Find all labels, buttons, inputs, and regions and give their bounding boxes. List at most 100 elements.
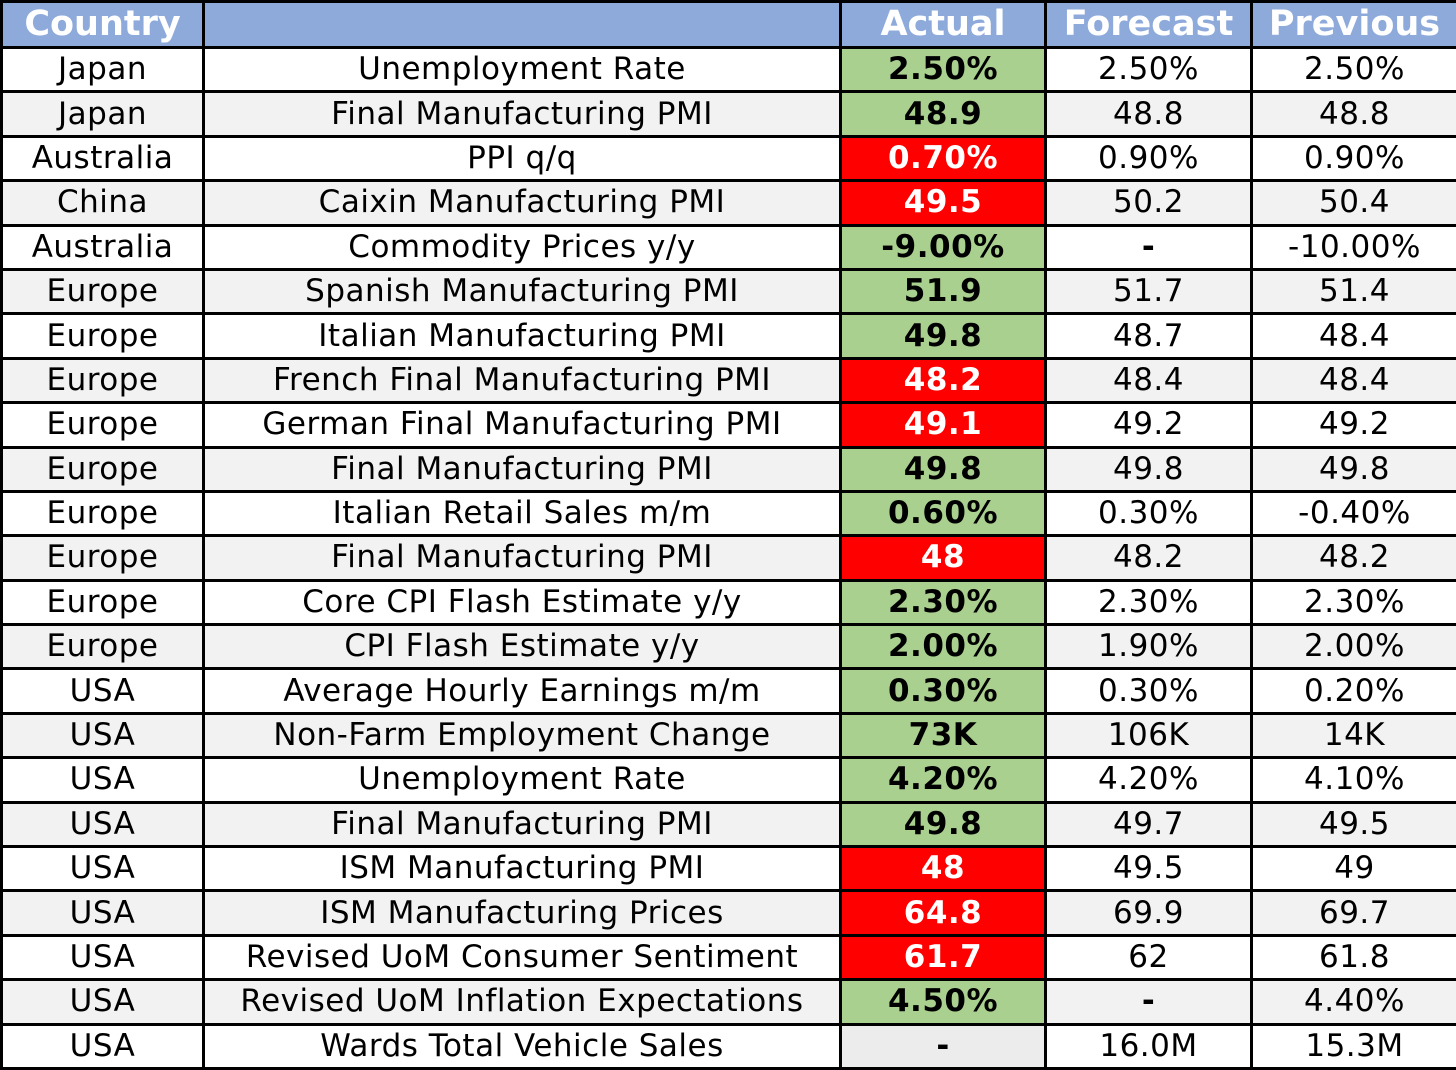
event-cell: Final Manufacturing PMI	[202, 800, 842, 849]
event-cell: French Final Manufacturing PMI	[202, 356, 842, 405]
forecast-cell: 49.2	[1044, 401, 1253, 449]
actual-cell: 2.50%	[839, 45, 1047, 94]
forecast-cell: 4.20%	[1044, 756, 1253, 804]
event-cell: Revised UoM Inflation Expectations	[202, 978, 842, 1026]
table-row: Europe CPI Flash Estimate y/y 2.00% 1.90% 2.…	[0, 623, 1456, 671]
country-cell: Japan	[0, 90, 205, 138]
actual-cell: 2.00%	[839, 623, 1047, 671]
country-cell: USA	[0, 667, 205, 715]
previous-cell: 2.30%	[1250, 578, 1456, 627]
country-cell: USA	[0, 800, 205, 849]
previous-cell: 48.2	[1250, 534, 1456, 582]
country-cell: Europe	[0, 578, 205, 627]
event-cell: Non-Farm Employment Change	[202, 711, 842, 760]
table-row: USA Average Hourly Earnings m/m 0.30% 0.30%…	[0, 667, 1456, 715]
event-cell: Final Manufacturing PMI	[202, 534, 842, 582]
header-forecast: Forecast	[1044, 0, 1253, 49]
actual-cell: 48	[839, 534, 1047, 582]
forecast-cell: 0.90%	[1044, 134, 1253, 183]
forecast-cell: 1.90%	[1044, 623, 1253, 671]
previous-cell: 4.10%	[1250, 756, 1456, 804]
previous-cell: 48.4	[1250, 312, 1456, 360]
actual-cell: 4.20%	[839, 756, 1047, 804]
table-row: Europe Final Manufacturing PMI 48 48.2 48.2	[0, 534, 1456, 582]
forecast-cell: -	[1044, 978, 1253, 1026]
actual-cell: 0.30%	[839, 667, 1047, 715]
table-row: Europe Core CPI Flash Estimate y/y 2.30% 2.…	[0, 578, 1456, 627]
previous-cell: 49.5	[1250, 800, 1456, 849]
country-cell: Australia	[0, 223, 205, 271]
country-cell: USA	[0, 756, 205, 804]
forecast-cell: 48.4	[1044, 356, 1253, 405]
country-cell: Europe	[0, 312, 205, 360]
country-cell: Europe	[0, 267, 205, 316]
forecast-cell: 16.0M	[1044, 1022, 1253, 1070]
table-row: Europe French Final Manufacturing PMI 48.2…	[0, 356, 1456, 405]
previous-cell: 49.8	[1250, 445, 1456, 493]
event-cell: ISM Manufacturing PMI	[202, 845, 842, 893]
header-country: Country	[0, 0, 205, 49]
table-row: Europe Italian Retail Sales m/m 0.60% 0.30%…	[0, 489, 1456, 538]
country-cell: Japan	[0, 45, 205, 94]
actual-cell: 48.9	[839, 90, 1047, 138]
previous-cell: 4.40%	[1250, 978, 1456, 1026]
table-row: USA Wards Total Vehicle Sales -16.0M 15.3M	[0, 1022, 1456, 1070]
actual-cell: 4.50%	[839, 978, 1047, 1026]
forecast-cell: 69.9	[1044, 889, 1253, 937]
event-cell: Italian Retail Sales m/m	[202, 489, 842, 538]
previous-cell: 69.7	[1250, 889, 1456, 937]
table-row: USA Unemployment Rate 4.20% 4.20% 4.10%	[0, 756, 1456, 804]
event-cell: CPI Flash Estimate y/y	[202, 623, 842, 671]
previous-cell: 48.4	[1250, 356, 1456, 405]
forecast-cell: 48.7	[1044, 312, 1253, 360]
event-cell: Wards Total Vehicle Sales	[202, 1022, 842, 1070]
forecast-cell: 49.8	[1044, 445, 1253, 493]
header-actual: Actual	[839, 0, 1047, 49]
table-row: USA Revised UoM Consumer Sentiment 61.7 62 6…	[0, 933, 1456, 982]
country-cell: Europe	[0, 401, 205, 449]
table-row: USA Final Manufacturing PMI 49.8 49.7 49.5	[0, 800, 1456, 849]
event-cell: Spanish Manufacturing PMI	[202, 267, 842, 316]
country-cell: China	[0, 179, 205, 227]
event-cell: Core CPI Flash Estimate y/y	[202, 578, 842, 627]
country-cell: USA	[0, 1022, 205, 1070]
forecast-cell: 2.50%	[1044, 45, 1253, 94]
previous-cell: 51.4	[1250, 267, 1456, 316]
actual-cell: 49.8	[839, 800, 1047, 849]
event-cell: Unemployment Rate	[202, 45, 842, 94]
country-cell: Australia	[0, 134, 205, 183]
forecast-cell: 48.2	[1044, 534, 1253, 582]
table-row: Europe Spanish Manufacturing PMI 51.9 51.7 5…	[0, 267, 1456, 316]
previous-cell: 0.90%	[1250, 134, 1456, 183]
forecast-cell: 106K	[1044, 711, 1253, 760]
event-cell: Caixin Manufacturing PMI	[202, 179, 842, 227]
event-cell: ISM Manufacturing Prices	[202, 889, 842, 937]
forecast-cell: 2.30%	[1044, 578, 1253, 627]
header-previous: Previous	[1250, 0, 1456, 49]
forecast-cell: 62	[1044, 933, 1253, 982]
actual-cell: 49.8	[839, 312, 1047, 360]
forecast-cell: 49.5	[1044, 845, 1253, 893]
country-cell: USA	[0, 933, 205, 982]
country-cell: Europe	[0, 445, 205, 493]
forecast-cell: 50.2	[1044, 179, 1253, 227]
previous-cell: 49	[1250, 845, 1456, 893]
previous-cell: 15.3M	[1250, 1022, 1456, 1070]
previous-cell: 61.8	[1250, 933, 1456, 982]
table-row: Europe Final Manufacturing PMI 49.8 49.8 49.…	[0, 445, 1456, 493]
previous-cell: 0.20%	[1250, 667, 1456, 715]
country-cell: USA	[0, 889, 205, 937]
actual-cell: -	[839, 1022, 1047, 1070]
event-cell: Final Manufacturing PMI	[202, 90, 842, 138]
previous-cell: 49.2	[1250, 401, 1456, 449]
header-row: Country Actual Forecast Previous	[0, 0, 1456, 49]
actual-cell: 61.7	[839, 933, 1047, 982]
forecast-cell: 0.30%	[1044, 489, 1253, 538]
actual-cell: 0.60%	[839, 489, 1047, 538]
table-row: USA ISM Manufacturing Prices 64.8 69.9 69.7	[0, 889, 1456, 937]
event-cell: Unemployment Rate	[202, 756, 842, 804]
previous-cell: -10.00%	[1250, 223, 1456, 271]
previous-cell: 48.8	[1250, 90, 1456, 138]
forecast-cell: 49.7	[1044, 800, 1253, 849]
